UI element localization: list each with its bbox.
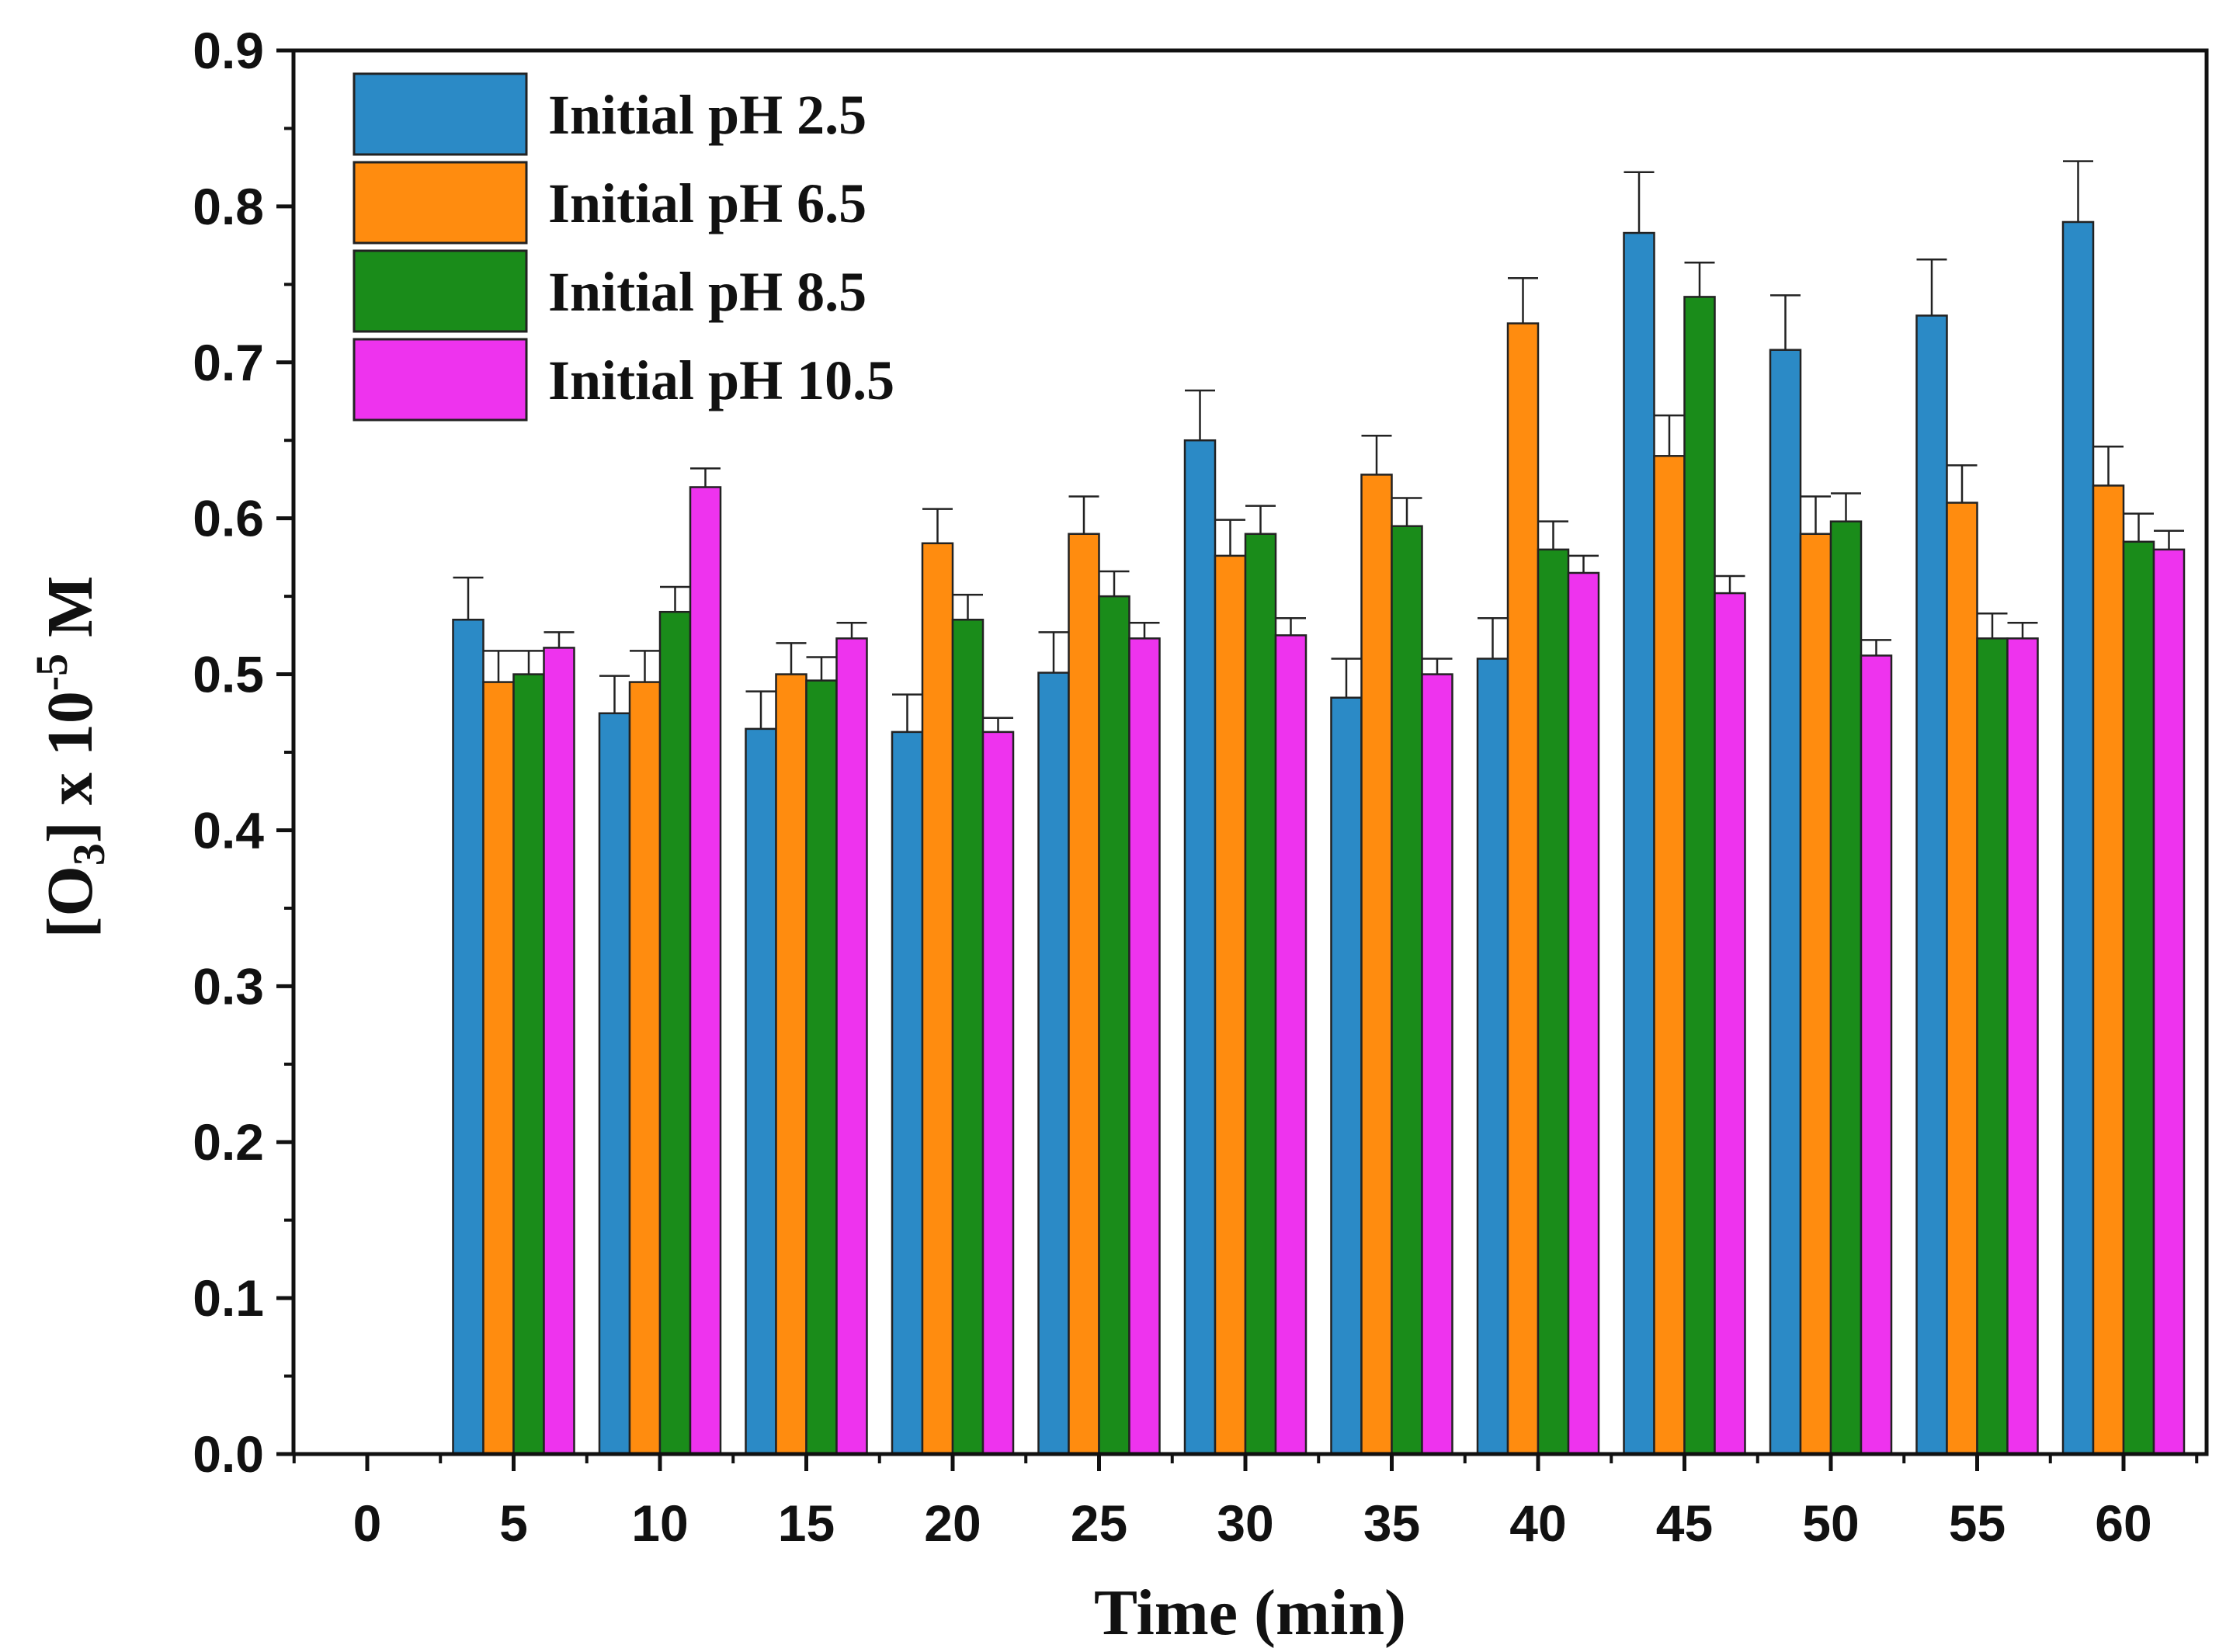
bar-initial-ph-10-5-t15 [835,637,868,1456]
x-tick-label: 60 [2095,1494,2151,1552]
legend-swatch [352,161,528,245]
bar-initial-ph-2-5-t40 [1476,658,1509,1456]
x-tick-label: 20 [924,1494,981,1552]
bar-initial-ph-10-5-t55 [2006,637,2039,1456]
bar-initial-ph-2-5-t45 [1623,231,1655,1456]
bar-initial-ph-2-5-t10 [598,712,631,1456]
x-tick-label: 0 [353,1494,382,1552]
legend-label: Initial pH 10.5 [548,349,894,411]
bar-initial-ph-6-5-t45 [1653,455,1686,1456]
legend-label: Initial pH 8.5 [548,261,866,323]
bar-initial-ph-8-5-t55 [1976,637,2009,1456]
bar-initial-ph-2-5-t60 [2061,220,2095,1456]
bar-initial-ph-2-5-t55 [1915,314,1948,1456]
x-tick-label: 30 [1217,1494,1273,1552]
bar-initial-ph-2-5-t5 [452,618,484,1456]
legend-swatch [352,249,528,333]
bar-initial-ph-10-5-t60 [2152,548,2186,1456]
bar-initial-ph-8-5-t35 [1391,525,1423,1456]
x-tick-label: 40 [1509,1494,1566,1552]
bar-initial-ph-6-5-t55 [1946,502,1978,1456]
bar-initial-ph-10-5-t25 [1128,637,1161,1456]
bar-initial-ph-6-5-t40 [1506,322,1540,1456]
bar-initial-ph-10-5-t35 [1421,673,1453,1456]
x-tick-label: 55 [1949,1494,2006,1552]
x-tick-label: 5 [499,1494,528,1552]
legend: Initial pH 2.5 Initial pH 6.5 Initial pH 8… [352,72,894,422]
y-axis-title: [O3] x 10-5 M [26,576,114,939]
bar-initial-ph-10-5-t10 [689,486,722,1456]
bar-initial-ph-2-5-t30 [1183,439,1217,1456]
bar-initial-ph-6-5-t25 [1068,533,1100,1456]
bar-initial-ph-10-5-t30 [1274,634,1308,1456]
y-tick-label: 0.8 [193,178,264,235]
bar-initial-ph-8-5-t30 [1244,533,1277,1456]
bar-initial-ph-2-5-t20 [891,731,924,1456]
bar-initial-ph-10-5-t40 [1567,571,1600,1456]
bar-initial-ph-6-5-t15 [775,673,807,1456]
legend-swatch [352,338,528,422]
x-tick-label: 45 [1656,1494,1713,1552]
bar-initial-ph-6-5-t5 [482,681,515,1456]
bar-initial-ph-2-5-t25 [1037,672,1070,1456]
bar-initial-ph-8-5-t10 [658,610,692,1456]
y-tick-label: 0.2 [193,1113,264,1171]
bars-layer [452,220,2186,1456]
bar-initial-ph-6-5-t35 [1360,474,1393,1456]
y-tick-label: 0.6 [193,490,264,547]
bar-initial-ph-6-5-t50 [1799,533,1832,1456]
bar-initial-ph-10-5-t5 [543,647,575,1456]
bar-initial-ph-2-5-t15 [745,727,777,1456]
legend-label: Initial pH 2.5 [548,84,866,146]
y-tick-label: 0.5 [193,646,264,703]
bar-initial-ph-10-5-t45 [1714,592,1746,1456]
bar-initial-ph-8-5-t40 [1537,548,1570,1456]
x-tick-label: 50 [1802,1494,1859,1552]
error-bars-layer [453,160,2184,732]
legend-label: Initial pH 6.5 [548,172,866,234]
bar-initial-ph-8-5-t20 [951,618,985,1456]
bar-initial-ph-10-5-t50 [1860,654,1893,1456]
x-tick-label: 15 [778,1494,835,1552]
bar-initial-ph-6-5-t30 [1214,554,1247,1456]
bar-initial-ph-2-5-t50 [1769,349,1802,1456]
x-tick-label: 10 [631,1494,688,1552]
y-axis-title-prefix: [O [34,866,106,938]
legend-swatch [352,72,528,156]
bar-initial-ph-8-5-t5 [512,673,545,1456]
y-axis-title-middle: ] x 10 [34,691,106,843]
bar-initial-ph-8-5-t15 [805,679,838,1456]
bar-initial-ph-8-5-t60 [2122,540,2155,1456]
bar-initial-ph-10-5-t20 [981,731,1015,1456]
x-tick-label: 35 [1363,1494,1420,1552]
y-tick-label: 0.0 [193,1425,264,1483]
bar-initial-ph-2-5-t35 [1330,696,1363,1456]
bar-initial-ph-8-5-t50 [1829,520,1863,1456]
axis-ticks [276,48,2199,1471]
bar-initial-ph-8-5-t25 [1098,595,1130,1456]
bar-initial-ph-6-5-t60 [2092,484,2125,1456]
y-axis-title-subscript: 3 [64,843,114,866]
y-tick-label: 0.1 [193,1269,264,1327]
y-axis-title-suffix: M [34,576,106,654]
y-axis-title-superscript: -5 [26,654,77,691]
bar-initial-ph-8-5-t45 [1683,296,1716,1456]
bar-initial-ph-6-5-t10 [628,681,662,1456]
tick-labels: 0.0 0.1 0.2 0.3 0.4 0.5 0.6 0.7 0.8 0.9 0 5 10 15 20 25… [193,22,2151,1552]
bar-initial-ph-6-5-t20 [921,542,954,1456]
x-tick-label: 25 [1071,1494,1127,1552]
y-tick-label: 0.3 [193,957,264,1015]
y-tick-label: 0.4 [193,801,264,859]
x-axis-title: Time (min) [1094,1577,1406,1649]
y-tick-label: 0.7 [193,334,264,391]
y-tick-label: 0.9 [193,22,264,79]
